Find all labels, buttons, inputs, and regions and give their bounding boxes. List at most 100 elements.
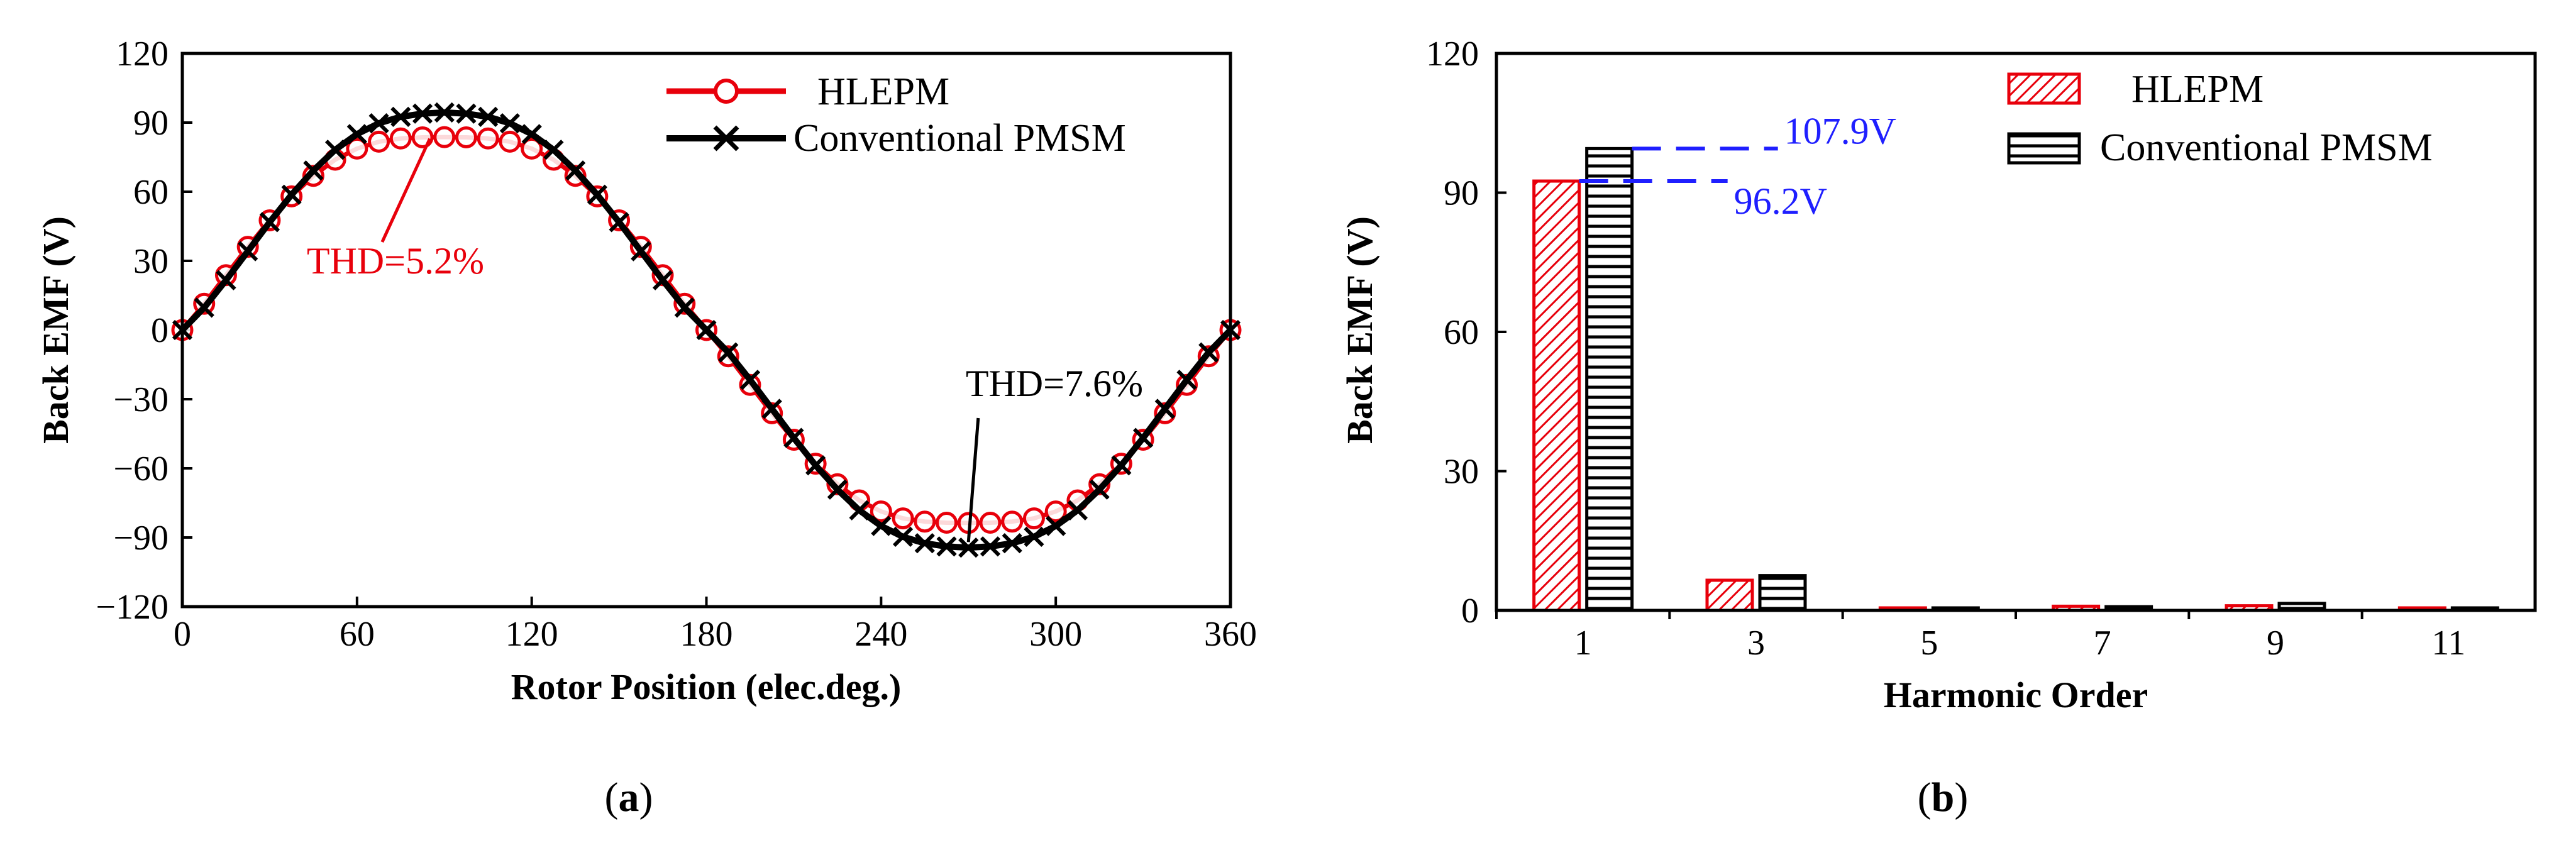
data-point	[390, 106, 411, 127]
y-axis-label: Back EMF (V)	[35, 216, 76, 444]
series-conventional	[172, 102, 1241, 558]
bar-hlepm-h3	[1705, 578, 1754, 612]
data-point	[805, 455, 826, 476]
y-tick-label: 0	[151, 311, 169, 350]
x-tick-label: 300	[1029, 615, 1082, 654]
y-tick-label: 30	[1444, 453, 1479, 492]
data-point	[914, 533, 935, 554]
fundamental-annotations: 107.9V 96.2V	[1579, 110, 1896, 222]
data-point	[718, 342, 739, 363]
legend-swatch-hlepm	[2007, 72, 2081, 105]
data-point	[433, 126, 456, 148]
legend-marker-conventional	[713, 125, 739, 152]
data-point	[478, 106, 499, 127]
data-point	[1002, 533, 1022, 554]
y-tick-label: 120	[1426, 35, 1479, 74]
data-point	[521, 124, 542, 145]
data-point	[456, 103, 477, 124]
data-point	[1111, 455, 1132, 476]
data-point	[892, 526, 914, 548]
y-tick-label: −90	[113, 519, 169, 558]
data-point	[194, 297, 214, 318]
data-point	[1089, 479, 1110, 500]
data-point	[499, 130, 521, 153]
data-point	[631, 241, 651, 262]
annotation-leader	[966, 417, 980, 543]
legend-swatch-conventional	[2007, 132, 2081, 165]
x-axis-ticks: 0 60 120 180 240 300 360	[174, 597, 1257, 654]
data-point	[827, 479, 848, 500]
data-point	[1046, 515, 1066, 536]
y-tick-label: 30	[133, 242, 169, 281]
data-point	[739, 370, 761, 390]
thd-annotations: THD=5.2% THD=7.6%	[307, 138, 1143, 543]
y-tick-label: 0	[1461, 592, 1479, 631]
data-point	[936, 512, 958, 534]
data-point	[434, 102, 455, 123]
x-tick-label: 11	[2431, 624, 2465, 663]
data-point	[368, 130, 390, 153]
data-point	[455, 126, 477, 148]
data-point	[412, 103, 433, 124]
data-point	[979, 512, 1002, 534]
line-chart-panel: −120 −90 −60 −30 0 30 60 90 120 0 60 120 180 240 300 3…	[35, 35, 1257, 820]
caption-b: (b)	[1918, 774, 1969, 820]
data-point	[696, 319, 717, 341]
x-axis-label: Rotor Position (elec.deg.)	[511, 666, 902, 707]
y-axis-ticks: 0 30 60 90 120	[1426, 35, 1506, 631]
data-point	[1132, 427, 1154, 448]
x-tick-label: 180	[680, 615, 733, 654]
y-axis-ticks: −120 −90 −60 −30 0 30 60 90 120	[96, 35, 192, 627]
data-point	[1022, 507, 1045, 530]
data-point	[1001, 510, 1024, 533]
data-point	[1176, 370, 1197, 390]
annotation-leader	[380, 138, 431, 243]
legend-label-conventional: Conventional PMSM	[2100, 126, 2433, 169]
y-tick-label: 60	[133, 173, 169, 212]
annotation-label: 96.2V	[1734, 180, 1827, 222]
annotation-label: THD=5.2%	[307, 240, 484, 282]
data-point	[587, 184, 607, 205]
y-tick-label: −120	[96, 588, 169, 627]
y-tick-label: 90	[133, 104, 169, 143]
legend-label-hlepm: HLEPM	[817, 70, 949, 113]
x-tick-label: 7	[2094, 624, 2111, 663]
data-point	[958, 537, 979, 558]
y-tick-label: −60	[113, 449, 169, 488]
data-point	[281, 184, 302, 205]
data-point	[1067, 500, 1088, 521]
data-point	[303, 160, 324, 181]
bar-hlepm-h1	[1532, 179, 1581, 612]
data-point	[870, 500, 892, 523]
x-tick-label: 3	[1747, 624, 1765, 663]
legend-marker-hlepm	[714, 79, 739, 104]
data-point	[565, 160, 586, 181]
plot-frame	[180, 52, 1232, 609]
data-point	[543, 140, 564, 160]
legend: HLEPM Conventional PMSM	[2007, 68, 2433, 169]
data-point	[346, 137, 368, 160]
data-point	[216, 270, 236, 290]
data-point	[368, 113, 389, 134]
data-point	[346, 124, 367, 145]
data-point	[761, 399, 782, 419]
x-tick-label: 120	[506, 615, 558, 654]
caption-a: (a)	[605, 774, 653, 820]
data-point	[849, 500, 870, 521]
data-point	[238, 241, 258, 262]
data-point	[652, 270, 673, 290]
y-tick-label: −30	[113, 380, 169, 419]
data-point	[914, 510, 936, 533]
bar-chart-panel: 0 30 60 90 120 1 3 5 7 9 11 107.9V 96.2V Harmonic …	[1339, 35, 2537, 820]
annotation-label: 107.9V	[1784, 110, 1896, 152]
x-tick-label: 60	[340, 615, 375, 654]
data-point	[892, 507, 914, 530]
data-point	[499, 113, 521, 134]
x-tick-label: 360	[1204, 615, 1257, 654]
legend-label-conventional: Conventional PMSM	[793, 117, 1126, 160]
plot-frame	[1495, 52, 2537, 612]
x-tick-label: 9	[2267, 624, 2284, 663]
bar-conventional-h3	[1758, 574, 1807, 612]
x-tick-label: 5	[1920, 624, 1938, 663]
legend-label-hlepm: HLEPM	[2131, 68, 2264, 111]
